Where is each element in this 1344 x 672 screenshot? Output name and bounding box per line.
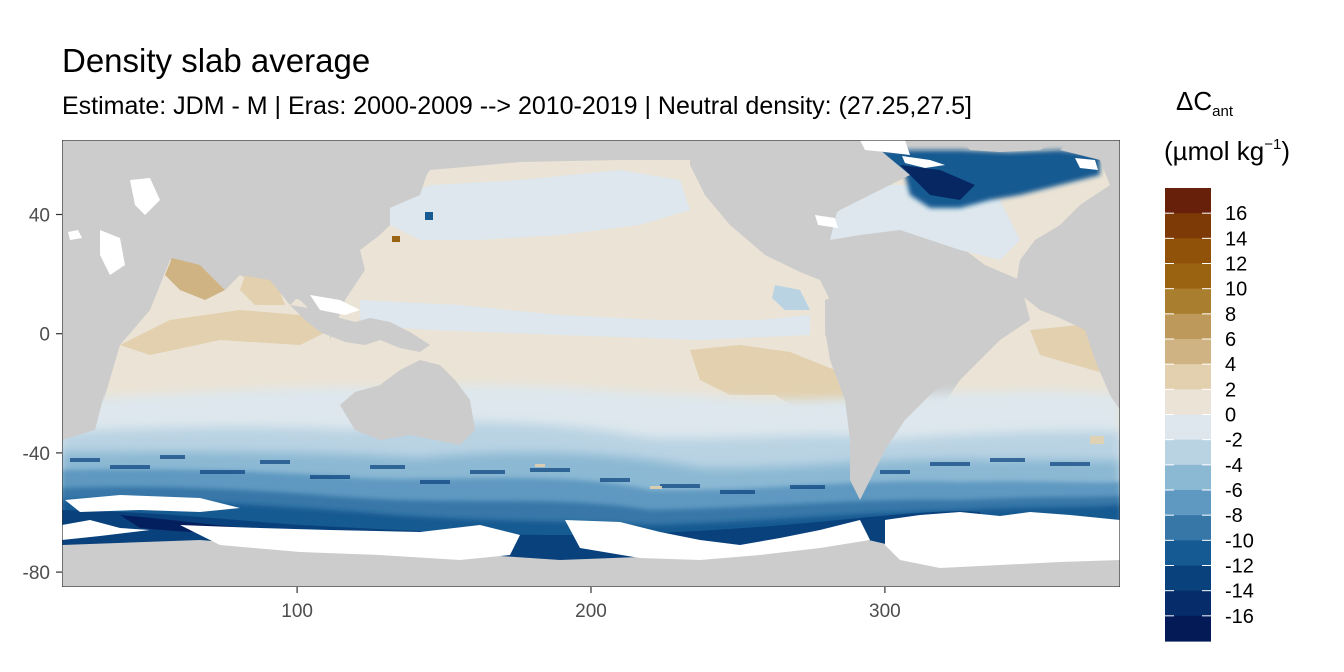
- legend-unit-superscript: −1: [1264, 136, 1282, 153]
- pacific-ocean: [62, 160, 860, 440]
- legend-label: -6: [1225, 480, 1243, 502]
- greenland: [960, 140, 1060, 152]
- legend-color-swatch: [1165, 490, 1211, 516]
- legend-label: 12: [1225, 254, 1247, 276]
- legend-color-swatch: [1165, 339, 1211, 365]
- x-tick-label: 100: [281, 601, 313, 622]
- legend-color-swatch: [1165, 565, 1211, 592]
- australia: [340, 360, 475, 445]
- legend-label: -14: [1225, 581, 1254, 603]
- legend-color-swatch: [1165, 364, 1211, 390]
- kuroshio-coldspot: [425, 212, 433, 220]
- legend-title-unit: (µmol kg−1): [1164, 136, 1290, 167]
- legend-label: -16: [1225, 606, 1254, 628]
- north-pacific-region: [390, 170, 690, 240]
- north-america: [690, 140, 910, 285]
- south-america: [825, 290, 975, 500]
- legend-label: 10: [1225, 279, 1247, 301]
- x-tick-label: 200: [575, 601, 607, 622]
- legend-color-swatch: [1165, 540, 1211, 567]
- legend-color-swatch: [1165, 288, 1211, 315]
- equatorial-pacific-band: [360, 300, 810, 340]
- y-tick-label: -40: [23, 444, 50, 465]
- atlantic-ocean: [870, 150, 1120, 440]
- legend-label: 0: [1225, 405, 1236, 427]
- tropical-indian-region: [120, 310, 330, 355]
- peru-coast-region: [772, 285, 810, 310]
- land-masses: [62, 140, 1120, 587]
- maritime-continent: [290, 305, 430, 352]
- arabian-sea-region: [165, 258, 225, 300]
- ocean-field: [62, 150, 1120, 440]
- chart-subtitle: Estimate: JDM - M | Eras: 2000-2009 --> …: [62, 92, 972, 120]
- legend-color-swatch: [1165, 414, 1211, 441]
- y-tick-label: -80: [23, 563, 50, 584]
- legend-label: 2: [1225, 379, 1236, 401]
- legend-label: 8: [1225, 304, 1236, 326]
- no-data-areas: [62, 140, 1120, 568]
- legend-label: -8: [1225, 505, 1243, 527]
- legend-label: 4: [1225, 354, 1236, 376]
- legend-title-symbol: ΔCant: [1176, 86, 1233, 120]
- legend-unit-suffix: ): [1281, 136, 1290, 166]
- y-tick-label: 40: [29, 206, 50, 227]
- legend-color-swatch: [1165, 439, 1211, 466]
- legend-label: -2: [1225, 430, 1243, 452]
- legend-color-swatch: [1165, 263, 1211, 290]
- legend-unit-prefix: (µmol kg: [1164, 136, 1265, 166]
- legend-label: -12: [1225, 556, 1254, 578]
- legend-color-swatch: [1165, 389, 1211, 416]
- legend-symbol: ΔC: [1176, 86, 1213, 116]
- legend-color-swatch: [1165, 313, 1211, 340]
- europe-africa-west: [1015, 140, 1120, 410]
- legend-label: -10: [1225, 530, 1254, 552]
- map-panel: [62, 140, 1120, 587]
- legend-symbol-subscript: ant: [1212, 103, 1234, 120]
- legend-color-swatch: [1165, 464, 1211, 491]
- legend-color-swatch: [1165, 238, 1211, 265]
- legend-label: 16: [1225, 203, 1247, 225]
- legend: 16 14 12 10 8 6 4 2 0 -2 -4 -6 -8 -10 -12 -14 -16: [1165, 188, 1254, 642]
- nordic-seas: [900, 165, 975, 200]
- x-tick-label: 300: [869, 601, 901, 622]
- legend-color-swatch: [1165, 188, 1211, 214]
- y-tick-label: 0: [39, 325, 50, 346]
- legend-color-swatch: [1165, 615, 1211, 642]
- legend-label: -4: [1225, 455, 1243, 477]
- legend-color-swatch: [1165, 213, 1211, 239]
- legend-label: 6: [1225, 329, 1236, 351]
- legend-color-swatch: [1165, 515, 1211, 541]
- chart-title: Density slab average: [62, 42, 371, 79]
- kuroshio-hotspot: [392, 236, 400, 242]
- africa-asia-west: [62, 140, 430, 440]
- legend-color-swatch: [1165, 590, 1211, 617]
- legend-label: 14: [1225, 228, 1247, 250]
